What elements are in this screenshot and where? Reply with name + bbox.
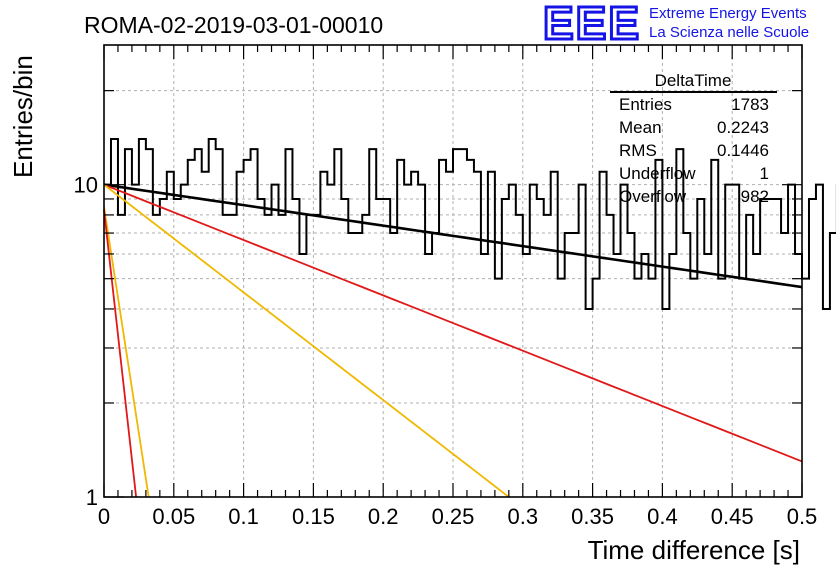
eee-logo-text: Extreme Energy Events La Scienza nelle S… xyxy=(649,4,809,42)
logo-line-1: Extreme Energy Events xyxy=(649,5,807,22)
stats-value: 1 xyxy=(760,164,769,183)
x-tick-label: 0 xyxy=(98,504,110,529)
x-tick-label: 0.5 xyxy=(787,504,818,529)
eee-logo: EEE Extreme Energy Events La Scienza nel… xyxy=(541,0,809,49)
stats-box: DeltaTime Entries 1783 Mean 0.2243 RMS 0.1446… xyxy=(610,71,777,206)
y-tick-label: 10 xyxy=(74,173,98,198)
x-axis-label: Time difference [s] xyxy=(588,535,800,565)
x-tick-label: 0.15 xyxy=(292,504,335,529)
fit-curve-3 xyxy=(103,183,510,498)
fit-curves xyxy=(103,183,803,498)
x-tick-label: 0.35 xyxy=(571,504,614,529)
stats-label: Entries xyxy=(619,95,672,114)
x-tick-label: 0.45 xyxy=(711,504,754,529)
stats-value: 0.1446 xyxy=(717,141,769,160)
ticks: 0 0.05 0.1 0.15 0.2 0.25 0.3 0.35 0.4 0.45 0.5 1 10 xyxy=(74,45,818,529)
stats-value: 0.2243 xyxy=(717,118,769,137)
stats-value: 982 xyxy=(741,187,769,206)
stats-title: DeltaTime xyxy=(655,71,732,90)
stats-label: Mean xyxy=(619,118,662,137)
x-tick-label: 0.25 xyxy=(432,504,475,529)
y-tick-label: 1 xyxy=(86,485,98,510)
stats-label: Underflow xyxy=(619,164,696,183)
fit-curve-5 xyxy=(103,209,138,498)
stats-value: 1783 xyxy=(731,95,769,114)
x-tick-label: 0.2 xyxy=(368,504,399,529)
y-axis-label: Entries/bin xyxy=(8,55,38,178)
stats-label: Overflow xyxy=(619,187,687,206)
chart-title: ROMA-02-2019-03-01-00010 xyxy=(84,12,383,38)
grid xyxy=(104,45,802,497)
fit-curve-4 xyxy=(103,206,150,498)
x-tick-label: 0.1 xyxy=(228,504,259,529)
eee-logo-mark: EEE xyxy=(541,0,642,49)
logo-line-2: La Scienza nelle Scuole xyxy=(649,24,810,41)
fit-curve-2 xyxy=(103,183,803,463)
x-tick-label: 0.4 xyxy=(647,504,678,529)
fit-curve-1 xyxy=(103,183,803,289)
x-tick-label: 0.3 xyxy=(508,504,539,529)
x-tick-label: 0.05 xyxy=(152,504,195,529)
stats-label: RMS xyxy=(619,141,657,160)
